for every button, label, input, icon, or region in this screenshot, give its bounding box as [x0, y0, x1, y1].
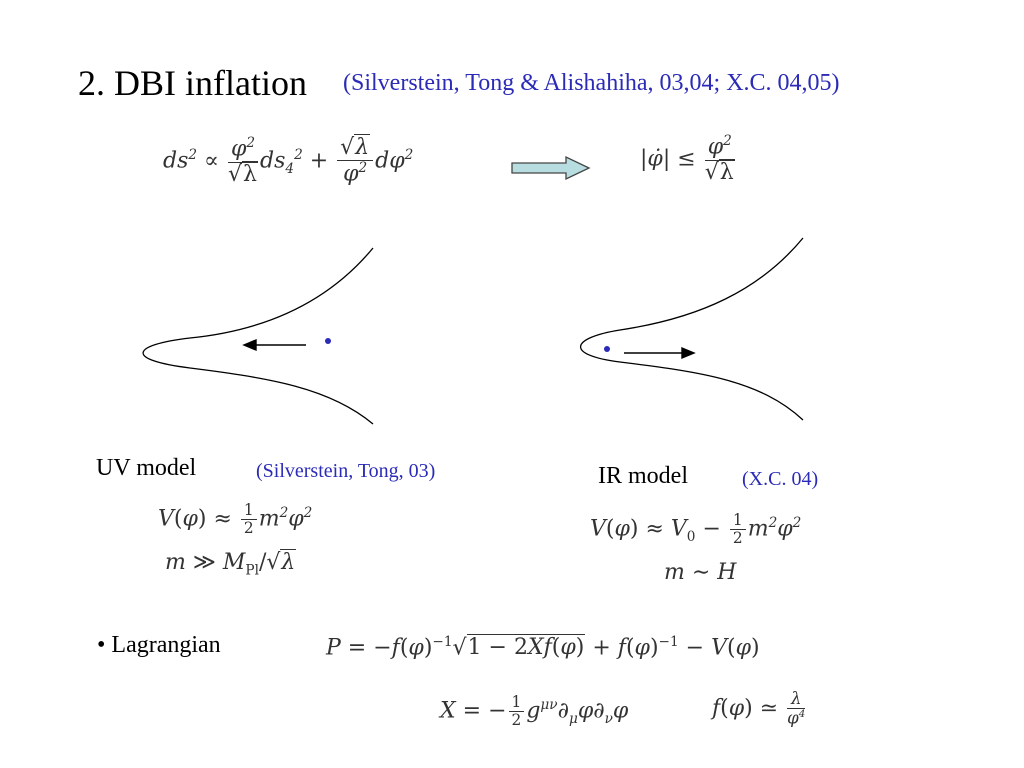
- ir-brane-dot: [604, 346, 610, 352]
- lagrangian-equation: P = −f(φ)−1√1 − 2Xf(φ) + f(φ)−1 − V(φ): [326, 634, 760, 661]
- metric-equation: ds2 ∝ φ2 √λ ds42 + √λ φ2 dφ2: [163, 134, 414, 187]
- ir-model-citation: (X.C. 04): [742, 468, 819, 490]
- uv-arrow-left: [242, 338, 306, 352]
- uv-potential-equation: V(φ) ≈ 1 2 m2φ2: [158, 501, 313, 537]
- kinetic-term-equation: X = −1 2 gμν∂μφ∂νφ: [440, 693, 629, 729]
- uv-mass-condition: m ≫ MPl/√λ: [165, 549, 297, 579]
- slide-title: 2. DBI inflation: [78, 63, 307, 103]
- warp-factor-equation: f(φ) ≃ λ φ4: [712, 689, 806, 728]
- title-citation: (Silverstein, Tong & Alishahiha, 03,04; …: [343, 70, 840, 96]
- ir-arrow-right: [624, 346, 696, 360]
- ir-potential-equation: V(φ) ≈ V0 − 1 2 m2φ2: [590, 511, 802, 547]
- ir-model-label: IR model: [598, 463, 688, 489]
- ir-throat-curve: [579, 237, 804, 421]
- uv-throat-curve: [142, 247, 374, 425]
- uv-brane-dot: [325, 338, 331, 344]
- uv-model-citation: (Silverstein, Tong, 03): [256, 460, 436, 482]
- speed-limit-equation: |φ̇| ≤ φ2 √λ: [640, 133, 735, 185]
- uv-model-label: UV model: [96, 455, 197, 481]
- ir-mass-condition: m ∼ H: [664, 560, 737, 585]
- lagrangian-label: • Lagrangian: [97, 632, 221, 658]
